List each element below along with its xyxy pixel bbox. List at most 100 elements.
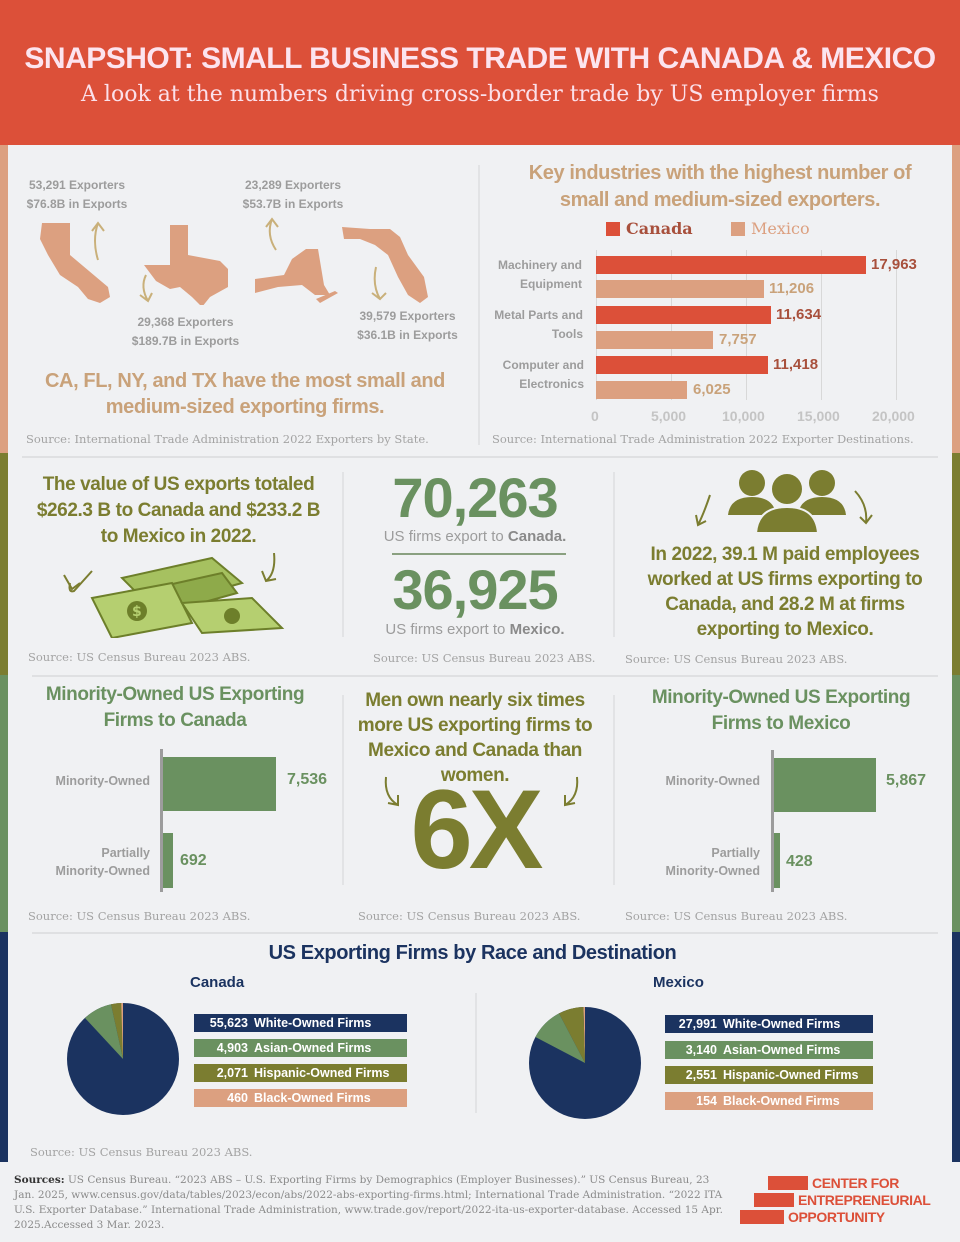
arrow-up-icon xyxy=(265,217,279,251)
export-value-text: The value of US exports totaled $262.3 B… xyxy=(36,474,321,547)
race-mexico-label: Mexico xyxy=(653,974,704,991)
bar-label: Minority-Owned xyxy=(55,774,150,788)
fl-stats: 39,579 Exporters $36.1B in Exports xyxy=(357,309,458,342)
arrow-down-right-icon xyxy=(564,776,579,807)
legend-swatch-canada xyxy=(606,221,620,236)
tx-stats: 29,368 Exporters $189.7B in Exports xyxy=(131,315,240,348)
divider xyxy=(342,472,344,637)
ca-stats: 53,291 Exporters $76.8B in Exports xyxy=(26,178,128,211)
axis xyxy=(771,750,774,892)
california-icon xyxy=(40,223,110,303)
bar-canada-computer xyxy=(596,356,768,374)
bar-canada-metal xyxy=(596,306,771,324)
bar-label: Partially Minority-Owned xyxy=(665,846,760,878)
footer-sources: Sources: US Census Bureau. “2023 ABS – U… xyxy=(14,1174,723,1231)
x-tick: 10,000 xyxy=(722,408,765,424)
bar-canada-machinery xyxy=(596,256,866,274)
axis xyxy=(160,749,163,892)
bar-partially-minority-owned xyxy=(163,833,173,888)
money-icon: $ xyxy=(63,553,285,638)
pie-chart-canada xyxy=(67,1003,179,1115)
legend-swatch-mexico xyxy=(731,221,745,236)
minority-canada-source: Source: US Census Bureau 2023 ABS. xyxy=(28,909,251,923)
legend-row-hispanic: 2,071 Hispanic-Owned Firms xyxy=(194,1064,407,1082)
state-shapes xyxy=(40,217,428,305)
section-divider xyxy=(32,675,938,677)
logo-block xyxy=(740,1210,784,1224)
states-source: Source: International Trade Administrati… xyxy=(26,432,429,446)
gridline xyxy=(896,250,897,400)
page-subtitle: A look at the numbers driving cross-bord… xyxy=(81,82,879,107)
page-title: SNAPSHOT: SMALL BUSINESS TRADE WITH CANA… xyxy=(24,42,936,75)
divider xyxy=(613,472,615,637)
canada-firm-count: 70,263 xyxy=(392,466,558,529)
logo-text: OPPORTUNITY xyxy=(788,1209,885,1225)
legend-row-hispanic: 2,551 Hispanic-Owned Firms xyxy=(665,1066,873,1084)
value-label: 11,418 xyxy=(773,356,819,373)
cfeo-logo: CENTER FOR ENTREPRENEURIAL OPPORTUNITY xyxy=(740,1174,950,1229)
race-source: Source: US Census Bureau 2023 ABS. xyxy=(30,1145,253,1159)
logo-text: CENTER FOR xyxy=(812,1175,900,1191)
bar-label: Computer and Electronics xyxy=(502,358,584,391)
export-value-source: Source: US Census Bureau 2023 ABS. xyxy=(28,650,251,664)
value-label: 6,025 xyxy=(693,381,731,398)
legend-row-black: 460 Black-Owned Firms xyxy=(194,1089,407,1107)
value-label: 428 xyxy=(786,853,813,870)
race-title: US Exporting Firms by Race and Destinati… xyxy=(268,942,677,964)
side-bar-olive-left xyxy=(0,453,8,675)
gridline xyxy=(821,250,822,400)
divider xyxy=(613,695,615,885)
legend-row-black: 154 Black-Owned Firms xyxy=(665,1092,873,1110)
gridline xyxy=(671,250,672,400)
arrow-down-icon xyxy=(371,266,387,301)
industries-source: Source: International Trade Administrati… xyxy=(492,432,914,446)
gridline xyxy=(746,250,747,400)
legend-mexico: Mexico xyxy=(731,219,810,238)
arrow-up-icon xyxy=(91,221,105,261)
bar-minority-owned xyxy=(163,757,276,811)
section-divider xyxy=(32,932,938,934)
value-label: 7,536 xyxy=(287,771,328,788)
x-tick: 0 xyxy=(591,408,599,424)
x-tick: 20,000 xyxy=(872,408,915,424)
bar-mexico-machinery xyxy=(596,280,764,298)
divider xyxy=(392,553,566,555)
six-x-figure: 6X xyxy=(410,767,544,892)
florida-icon xyxy=(342,227,428,303)
legend-row-asian: 4,903 Asian-Owned Firms xyxy=(194,1039,407,1057)
bar-minority-owned xyxy=(774,758,876,812)
states-caption: CA, FL, NY, and TX have the most small a… xyxy=(45,370,445,418)
section-divider xyxy=(22,456,938,458)
value-label: 17,963 xyxy=(871,256,917,273)
gender-text: Men own nearly six times more US exporti… xyxy=(357,690,593,786)
texas-icon xyxy=(144,225,228,305)
legend-row-white: 27,991 White-Owned Firms xyxy=(665,1015,873,1033)
header-banner: SNAPSHOT: SMALL BUSINESS TRADE WITH CANA… xyxy=(0,0,960,145)
arrow-down-left-icon xyxy=(384,776,399,807)
legend-row-white: 55,623 White-Owned Firms xyxy=(194,1014,407,1032)
legend-canada: Canada xyxy=(606,219,693,238)
legend-row-asian: 3,140 Asian-Owned Firms xyxy=(665,1041,873,1059)
minority-mexico-source: Source: US Census Bureau 2023 ABS. xyxy=(625,909,848,923)
employees-text: In 2022, 39.1 M paid employees worked at… xyxy=(647,544,923,640)
gridline xyxy=(596,250,597,400)
bar-label: Partially Minority-Owned xyxy=(55,846,150,878)
value-label: 11,206 xyxy=(769,280,815,297)
mexico-firm-count: 36,925 xyxy=(392,558,558,621)
minority-canada-title: Minority-Owned US Exporting Firms to Can… xyxy=(45,684,305,731)
mexico-firm-caption: US firms export to Mexico. xyxy=(385,621,565,638)
industries-title: Key industries with the highest number o… xyxy=(528,162,912,211)
side-bar-navy-left xyxy=(0,932,8,1162)
pie-chart-mexico xyxy=(529,1006,641,1119)
bar-mexico-metal xyxy=(596,331,713,349)
bar-label: Minority-Owned xyxy=(665,774,760,788)
divider xyxy=(342,695,344,885)
new-york-icon xyxy=(255,249,338,303)
side-bar-green-left xyxy=(0,675,8,932)
side-bar-olive-right xyxy=(952,453,960,675)
arrow-down-icon xyxy=(139,274,153,303)
minority-mexico-title: Minority-Owned US Exporting Firms to Mex… xyxy=(651,687,911,734)
ny-stats: 23,289 Exporters $53.7B in Exports xyxy=(242,178,344,211)
employees-source: Source: US Census Bureau 2023 ABS. xyxy=(625,652,848,666)
side-bar-green-right xyxy=(952,675,960,932)
